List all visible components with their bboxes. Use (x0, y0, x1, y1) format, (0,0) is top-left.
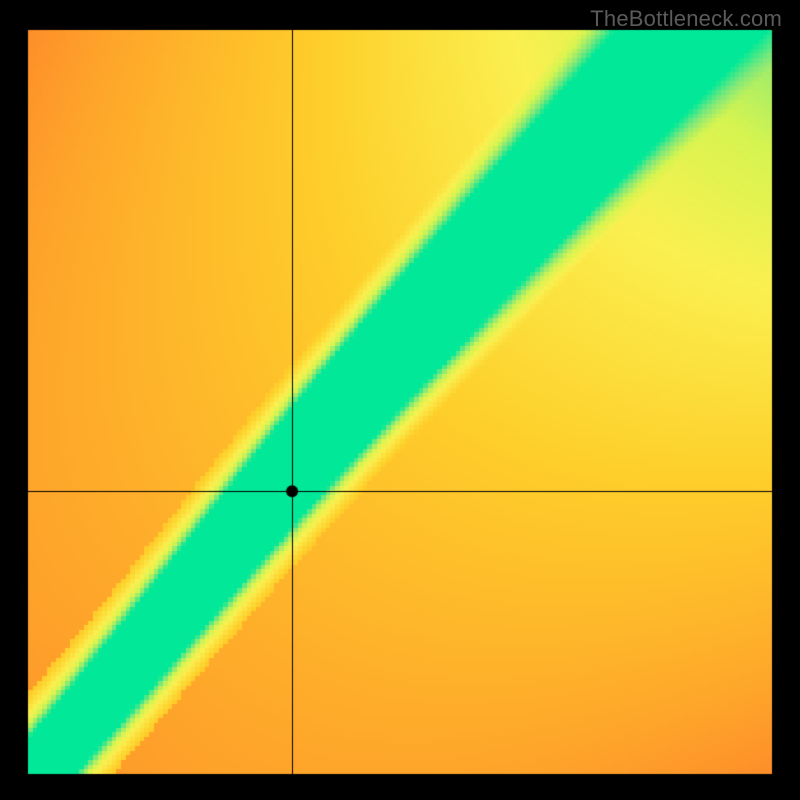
watermark-label: TheBottleneck.com (590, 6, 782, 32)
bottleneck-heatmap (0, 0, 800, 800)
figure-root: TheBottleneck.com (0, 0, 800, 800)
